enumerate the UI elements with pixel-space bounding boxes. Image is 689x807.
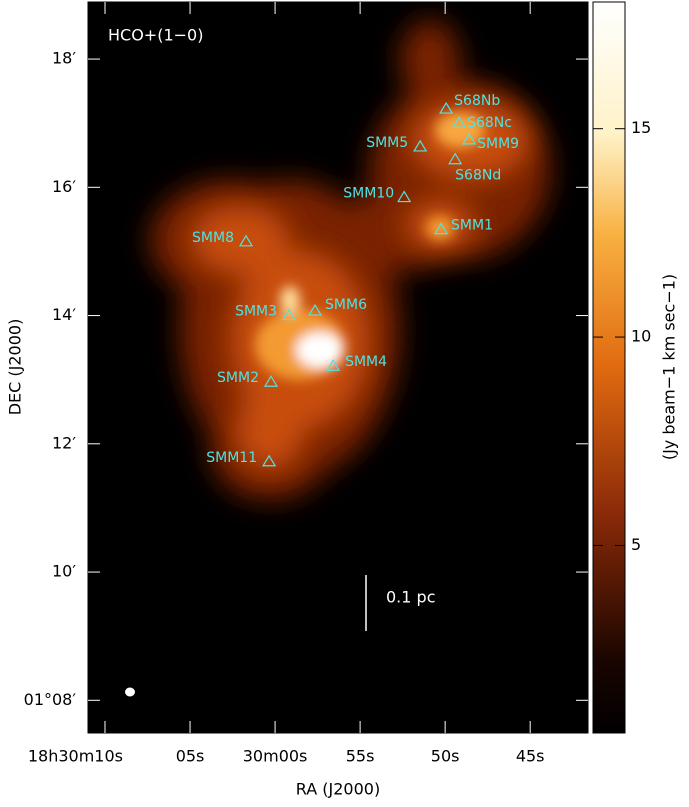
source-marker [439,101,454,114]
colorbar-tick-label: 5 [631,535,641,554]
source-label: SMM9 [477,136,519,152]
source-marker [397,190,412,203]
source-marker [413,139,428,152]
source-label: SMM1 [451,218,493,234]
y-tick-label: 18′ [52,49,76,68]
source-label: SMM8 [192,230,234,246]
x-tick-label: 05s [176,747,205,766]
source-label: SMM11 [206,450,257,466]
y-tick-label: 01°08′ [24,690,77,709]
source-label: SMM6 [325,297,367,313]
scale-bar-label: 0.1 pc [386,588,435,607]
source-label: SMM3 [235,304,277,320]
y-tick-label: 12′ [52,433,76,452]
y-tick-label: 10′ [52,562,76,581]
plot-frame [87,1,589,734]
x-tick-label: 18h30m10s [28,747,123,766]
colorbar-tick-label: 15 [631,118,651,137]
source-marker [448,152,463,165]
source-marker [307,303,323,316]
colorbar [592,1,626,734]
colorbar-label: (Jy beam−1 km sec−1) [660,274,679,460]
x-tick-label: 55s [346,747,375,766]
colorbar-tick-label: 10 [631,327,651,346]
x-tick-label: 45s [516,747,545,766]
source-marker [326,359,341,371]
source-label: S68Nb [454,93,500,109]
source-label: S68Nc [467,115,512,131]
y-axis-label: DEC (J2000) [6,319,25,416]
source-marker [452,116,467,128]
source-marker [462,132,477,145]
source-marker [238,234,254,247]
source-label: SMM10 [343,186,394,202]
x-tick-label: 50s [431,747,460,766]
source-label: SMM5 [366,135,408,151]
y-tick-label: 16′ [52,177,76,196]
source-marker [281,308,297,321]
source-label: S68Nd [455,168,501,184]
source-marker [263,375,279,387]
x-tick-label: 30m00s [243,747,308,766]
beam [125,687,135,697]
source-marker [434,222,449,235]
x-axis-label: RA (J2000) [296,780,380,799]
emission [150,20,550,500]
chart-title: HCO+(1−0) [108,26,203,45]
source-marker [262,454,277,467]
y-tick-label: 14′ [52,305,76,324]
source-label: SMM4 [345,354,387,370]
source-label: SMM2 [217,370,259,386]
